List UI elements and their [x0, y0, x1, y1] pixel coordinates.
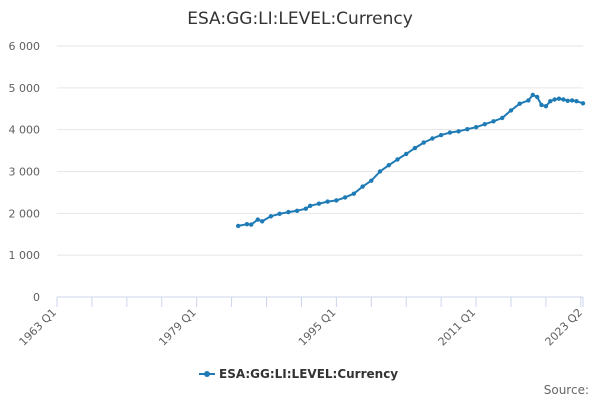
y-tick-label: 0: [33, 291, 40, 304]
data-point[interactable]: [351, 191, 356, 196]
data-point[interactable]: [552, 97, 557, 102]
data-point[interactable]: [369, 178, 374, 183]
data-point[interactable]: [508, 108, 514, 113]
data-point[interactable]: [482, 122, 487, 127]
data-point[interactable]: [260, 219, 265, 224]
data-point[interactable]: [377, 169, 383, 174]
data-point[interactable]: [236, 223, 241, 229]
legend-dot-marker: [204, 371, 210, 377]
data-point[interactable]: [517, 101, 522, 106]
x-tick-label: 2011 Q1: [436, 306, 479, 349]
y-tick-label: 2 000: [9, 207, 41, 220]
data-point[interactable]: [294, 208, 300, 213]
source-credit: Source:: [544, 383, 589, 397]
data-point[interactable]: [473, 125, 479, 130]
y-tick-label: 3 000: [9, 166, 41, 179]
data-point[interactable]: [539, 102, 544, 108]
data-point[interactable]: [244, 222, 250, 227]
data-point[interactable]: [342, 195, 348, 200]
data-point[interactable]: [526, 98, 531, 103]
data-point[interactable]: [395, 157, 400, 162]
x-tick-label: 1963 Q1: [17, 306, 60, 349]
data-point[interactable]: [249, 222, 254, 227]
x-axis-ticks: [56, 297, 584, 307]
legend-label: ESA:GG:LI:LEVEL:Currency: [219, 367, 398, 381]
series-line[interactable]: [238, 93, 584, 227]
y-axis-labels: 0 1 000 2 000 3 000 4 000 5 000 6 000: [9, 40, 41, 304]
grid-lines: [57, 45, 583, 256]
data-point[interactable]: [491, 119, 496, 124]
data-point[interactable]: [404, 151, 409, 157]
data-point[interactable]: [386, 163, 391, 168]
data-point[interactable]: [556, 96, 562, 101]
data-point[interactable]: [569, 98, 575, 103]
data-point[interactable]: [543, 104, 549, 109]
data-point[interactable]: [325, 199, 330, 204]
data-point[interactable]: [303, 206, 308, 211]
data-point[interactable]: [438, 132, 444, 138]
data-point[interactable]: [548, 99, 553, 104]
x-tick-label: 2023 Q2: [543, 306, 586, 349]
x-tick-label: 1995 Q1: [296, 306, 339, 349]
data-point[interactable]: [535, 94, 540, 100]
data-point[interactable]: [447, 130, 453, 135]
data-point[interactable]: [316, 201, 322, 206]
data-point[interactable]: [360, 184, 365, 189]
data-point[interactable]: [465, 127, 470, 132]
y-tick-label: 6 000: [9, 40, 41, 53]
legend[interactable]: ESA:GG:LI:LEVEL:Currency: [199, 367, 398, 381]
data-point[interactable]: [574, 99, 579, 104]
data-point[interactable]: [565, 98, 570, 104]
data-point[interactable]: [561, 97, 566, 102]
series-group: [236, 92, 586, 229]
y-tick-label: 5 000: [9, 82, 41, 95]
data-point[interactable]: [500, 115, 505, 121]
data-point[interactable]: [268, 214, 274, 219]
data-point[interactable]: [286, 209, 291, 215]
data-point[interactable]: [334, 198, 339, 203]
x-axis-labels: 1963 Q1 1979 Q1 1995 Q1 2011 Q1 2023 Q2: [17, 306, 586, 349]
data-point[interactable]: [308, 203, 313, 208]
data-point[interactable]: [456, 129, 461, 134]
data-point[interactable]: [277, 211, 282, 216]
y-tick-label: 1 000: [9, 249, 41, 262]
data-point[interactable]: [412, 145, 418, 151]
chart-title: ESA:GG:LI:LEVEL:Currency: [187, 9, 413, 29]
x-tick-label: 1979 Q1: [156, 306, 199, 349]
data-point[interactable]: [430, 136, 435, 141]
data-point[interactable]: [421, 140, 426, 145]
y-tick-label: 4 000: [9, 124, 41, 137]
data-point[interactable]: [255, 217, 260, 222]
data-point[interactable]: [530, 92, 535, 98]
data-point[interactable]: [580, 101, 586, 106]
